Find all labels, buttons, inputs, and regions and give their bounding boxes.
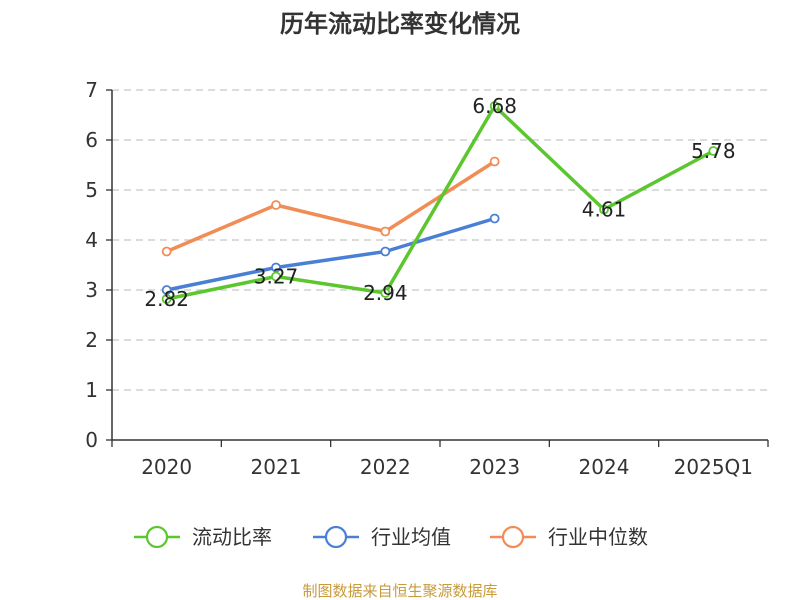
data-point[interactable] [708, 146, 719, 156]
legend-swatch-marker [324, 525, 348, 549]
x-tick-label: 2020 [141, 455, 192, 479]
x-tick-label: 2024 [579, 455, 630, 479]
legend-item-0[interactable]: 流动比率 [134, 525, 272, 549]
series-line-1 [164, 216, 497, 292]
label-layer: 2.82 3.27 2.94 6.68 4.61 5.78 [144, 94, 735, 311]
legend-swatch-marker [145, 525, 169, 549]
data-label: 2.94 [363, 281, 408, 305]
x-tick-label: 2021 [251, 455, 302, 479]
x-tick-label: 2025Q1 [674, 455, 753, 479]
legend-label: 行业均值 [371, 525, 451, 549]
series-line-2 [164, 159, 497, 254]
data-point[interactable] [271, 200, 281, 210]
legend[interactable]: 流动比率 行业均值 行业中位数 [134, 525, 648, 549]
data-point[interactable] [380, 226, 391, 237]
data-label: 3.27 [254, 265, 299, 289]
legend-label: 行业中位数 [548, 525, 648, 549]
axis-layer: 0 1 2 3 4 5 6 7 2020 2021 2022 2023 2024 2025Q1 [85, 78, 769, 479]
data-point[interactable] [161, 246, 172, 257]
x-tick-label: 2023 [469, 455, 520, 479]
y-tick-label: 1 [85, 378, 98, 402]
series-layer [161, 101, 719, 304]
source-note: 制图数据来自恒生聚源数据库 [302, 582, 497, 600]
y-tick-label: 3 [85, 278, 98, 302]
y-tick-label: 6 [85, 128, 98, 152]
data-label: 2.82 [144, 287, 189, 311]
legend-item-1[interactable]: 行业均值 [313, 525, 451, 549]
data-point[interactable] [380, 246, 391, 257]
data-point[interactable] [599, 204, 609, 215]
series-line-0 [164, 104, 716, 301]
data-label: 5.78 [691, 139, 736, 163]
data-point[interactable] [271, 271, 281, 282]
data-point[interactable] [489, 213, 500, 224]
data-point[interactable] [380, 288, 391, 298]
x-tick-label: 2022 [360, 455, 411, 479]
data-label: 4.61 [582, 198, 627, 222]
y-tick-label: 7 [85, 78, 98, 102]
y-tick-label: 2 [85, 328, 98, 352]
data-point[interactable] [161, 285, 172, 295]
y-tick-label: 5 [85, 178, 98, 202]
legend-item-2[interactable]: 行业中位数 [490, 525, 648, 549]
data-label: 6.68 [472, 94, 517, 118]
data-point[interactable] [489, 156, 500, 167]
data-point[interactable] [489, 101, 500, 111]
y-tick-label: 0 [85, 428, 98, 452]
chart-title: 历年流动比率变化情况 [280, 10, 520, 38]
legend-label: 流动比率 [192, 525, 272, 549]
data-point[interactable] [271, 262, 281, 273]
data-point[interactable] [161, 294, 172, 304]
grid-layer [112, 89, 768, 391]
legend-swatch-marker [501, 525, 525, 549]
y-tick-label: 4 [85, 228, 98, 252]
